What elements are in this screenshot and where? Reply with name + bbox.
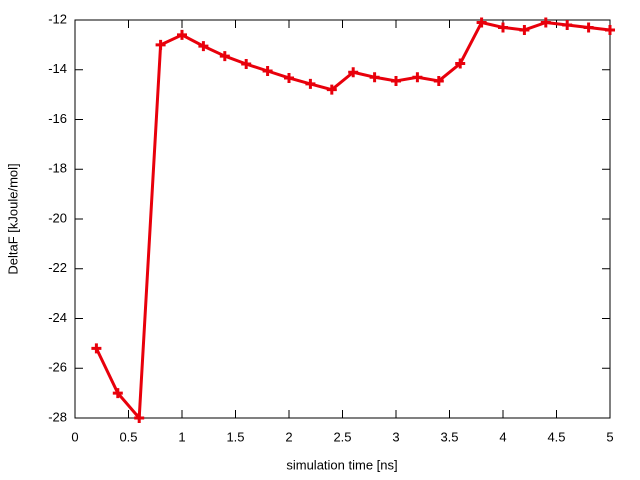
point-marker [262, 65, 273, 76]
point-marker [155, 39, 166, 50]
y-tick-label: -20 [48, 210, 67, 225]
point-marker [284, 72, 294, 83]
point-marker [455, 58, 466, 69]
x-tick-label: 5 [606, 429, 613, 444]
x-tick-label: 0.5 [119, 429, 137, 444]
point-marker [562, 19, 573, 30]
point-marker [498, 22, 508, 33]
point-marker [519, 24, 530, 35]
x-tick-label: 1.5 [226, 429, 244, 444]
point-marker [219, 51, 230, 62]
point-marker [369, 72, 380, 83]
data-line [95, 20, 611, 420]
y-tick-label: -28 [48, 409, 67, 424]
y-tick-label: -26 [48, 360, 67, 375]
x-tick-label: 2 [285, 429, 292, 444]
point-marker [241, 59, 252, 70]
x-tick-label: 1 [178, 429, 185, 444]
point-marker [391, 75, 401, 86]
point-marker [305, 78, 316, 89]
point-marker [112, 388, 123, 399]
point-marker [198, 41, 209, 52]
y-axis-label: DeltaF [kJoule/mol] [5, 163, 20, 274]
y-tick-label: -14 [48, 61, 67, 76]
y-tick-label: -12 [48, 11, 67, 26]
x-tick-label: 3 [392, 429, 399, 444]
point-marker [134, 413, 145, 423]
point-marker [583, 22, 594, 33]
point-marker [605, 24, 615, 35]
x-tick-label: 0 [71, 429, 78, 444]
point-marker [91, 343, 102, 354]
y-tick-label: -22 [48, 260, 67, 275]
y-tick-label: -24 [48, 310, 67, 325]
y-tick-label: -18 [48, 161, 67, 176]
point-marker [348, 67, 359, 78]
point-marker [412, 72, 423, 83]
point-marker [540, 17, 551, 28]
point-marker [177, 29, 187, 40]
y-tick-label: -16 [48, 111, 67, 126]
x-tick-label: 4 [499, 429, 506, 444]
x-tick-label: 4.5 [547, 429, 565, 444]
x-tick-label: 3.5 [440, 429, 458, 444]
point-marker [326, 84, 337, 95]
point-marker [476, 17, 487, 28]
point-marker [433, 75, 444, 86]
x-axis-label: simulation time [ns] [286, 457, 397, 472]
x-tick-label: 2.5 [333, 429, 351, 444]
